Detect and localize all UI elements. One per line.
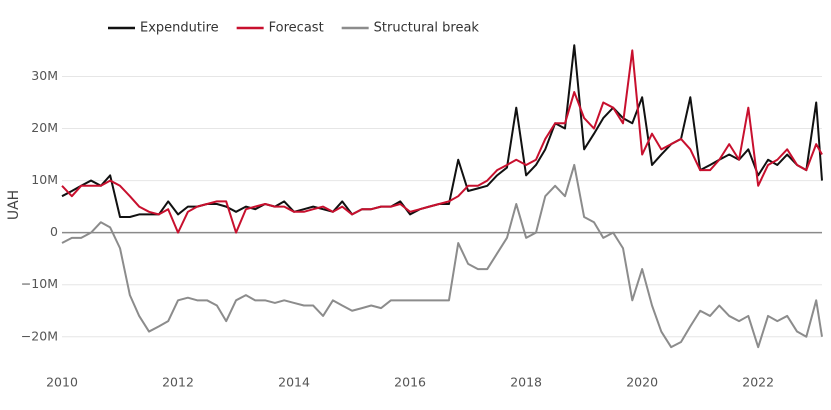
series-line <box>61 163 823 349</box>
series-line <box>61 49 823 234</box>
x-tick-label: 2014 <box>278 375 310 390</box>
legend-label: Structural break <box>374 21 480 36</box>
y-tick-label: −20M <box>21 328 58 343</box>
y-tick-label: 20M <box>31 120 58 135</box>
series-line <box>61 44 823 219</box>
x-tick-label: 2010 <box>46 375 78 390</box>
legend-label: Forecast <box>269 21 324 36</box>
y-axis-label: UAH <box>6 190 22 220</box>
x-tick-label: 2020 <box>626 375 658 390</box>
x-tick-label: 2012 <box>162 375 194 390</box>
x-tick-label: 2018 <box>510 375 542 390</box>
y-tick-label: 30M <box>31 68 58 83</box>
x-tick-label: 2022 <box>742 375 774 390</box>
y-tick-label: 0 <box>50 224 58 239</box>
legend: Expendutire Forecast Structural break <box>108 21 479 36</box>
legend-label: Expendutire <box>140 21 219 36</box>
y-tick-label: 10M <box>31 172 58 187</box>
x-tick-label: 2016 <box>394 375 426 390</box>
y-tick-label: −10M <box>21 276 58 291</box>
